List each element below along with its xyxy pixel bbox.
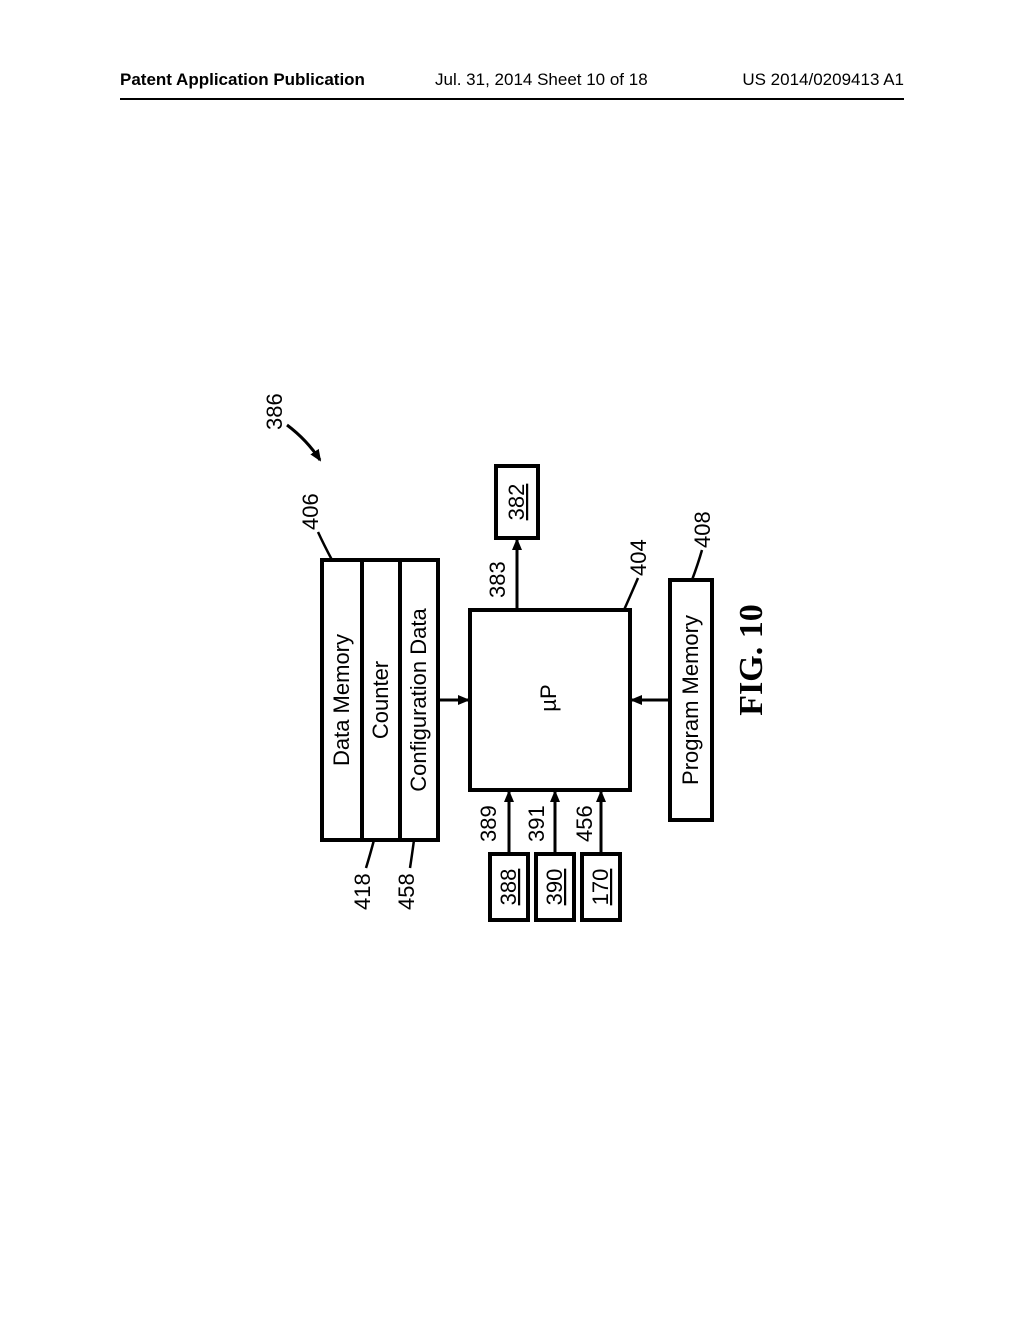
data-memory-block: Data Memory 406	[298, 493, 362, 840]
data-memory-label: Data Memory	[329, 634, 354, 766]
program-memory-ref: 408	[690, 511, 715, 548]
counter-label: Counter	[368, 661, 393, 739]
config-block: Configuration Data 458	[394, 560, 438, 910]
output-ref: 382	[504, 484, 529, 521]
input-a-ref: 388	[496, 869, 521, 906]
figure-caption: FIG. 10	[733, 604, 770, 715]
program-memory-block: Program Memory 408	[670, 511, 715, 820]
figure-rotated: 386 Data Memory 406 Counter 418	[252, 350, 772, 970]
input-c-block: 170 456	[572, 792, 620, 920]
input-b-arrow-ref: 391	[524, 805, 549, 842]
input-a-block: 388 389	[476, 792, 528, 920]
data-memory-ref: 406	[298, 493, 323, 530]
config-ref: 458	[394, 873, 419, 910]
input-a-arrow-ref: 389	[476, 805, 501, 842]
diagram-ref-arrow: 386	[262, 393, 320, 460]
input-b-block: 390 391	[524, 792, 574, 920]
input-c-arrow-ref: 456	[572, 805, 597, 842]
config-label: Configuration Data	[406, 608, 431, 792]
page: Patent Application Publication Jul. 31, …	[0, 0, 1024, 1320]
output-arrow-ref: 383	[485, 561, 510, 598]
diagram-ref: 386	[262, 393, 287, 430]
output-block: 383 382	[485, 466, 538, 610]
figure-svg: 386 Data Memory 406 Counter 418	[252, 350, 772, 970]
program-memory-label: Program Memory	[678, 615, 703, 785]
input-b-ref: 390	[542, 869, 567, 906]
cpu-label: µP	[536, 684, 561, 711]
input-c-ref: 170	[588, 869, 613, 906]
cpu-ref: 404	[626, 539, 651, 576]
counter-ref: 418	[350, 873, 375, 910]
figure-container: 386 Data Memory 406 Counter 418	[0, 0, 1024, 1320]
